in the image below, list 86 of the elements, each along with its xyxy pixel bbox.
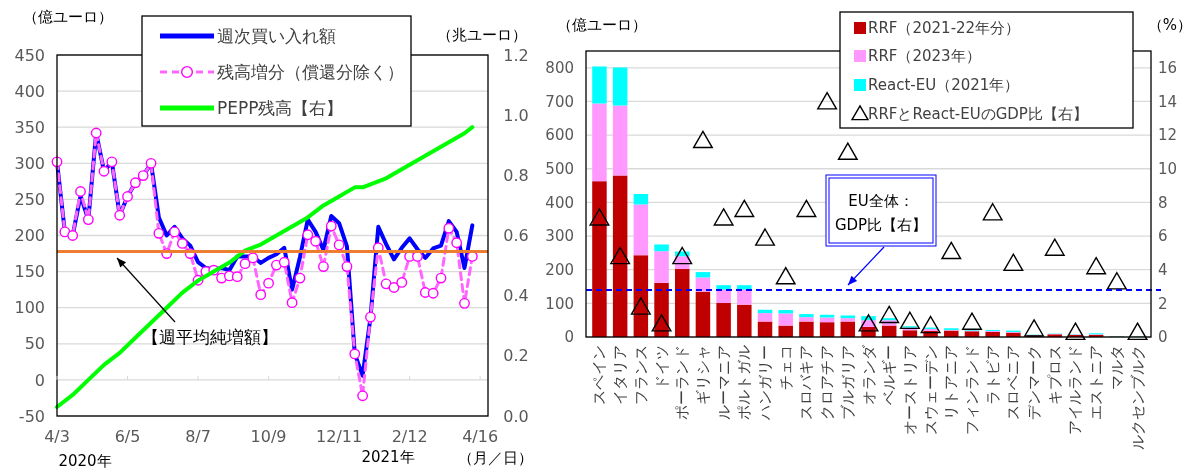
y-tick-label: 500 [545, 160, 574, 179]
x-tick-label: スロベニア [1004, 345, 1023, 420]
y2-tick-label: 4 [1158, 260, 1168, 279]
y2-tick-label: 0.4 [503, 286, 529, 306]
y-tick-label: 200 [14, 226, 45, 246]
y2-tick-label: 14 [1158, 92, 1178, 111]
y-axis-title: （億ユーロ） [557, 16, 647, 34]
text: 2020年 [58, 452, 112, 470]
x-tick-label: ルーマニア [714, 345, 733, 420]
legend-label: React-EU（2021年） [868, 76, 1020, 95]
y2-tick-label: 0.2 [503, 346, 529, 366]
y2-tick-label: 0 [1158, 328, 1168, 347]
y2-tick-label: 6 [1158, 227, 1168, 246]
y-tick-label: 0 [564, 328, 574, 347]
ref-line-label: 【週平均純増額】 [142, 327, 278, 347]
x-tick-label: 4/16 [462, 427, 499, 446]
x-tick-label: 2/12 [391, 427, 428, 446]
y2-tick-label: 16 [1158, 59, 1178, 78]
y2-tick-label: 0.6 [503, 226, 529, 246]
x-tick-label: ブルガリア [838, 345, 857, 420]
legend-label: RRFとReact-EUのGDP比【右】 [868, 105, 1088, 124]
x-tick-label: スウェーデン [921, 345, 940, 435]
x-tick-label: ポルトガル [735, 345, 754, 420]
x-tick-label: ドイツ [652, 345, 671, 390]
x-tick-label: ハンガリー [756, 345, 775, 421]
y-tick-label: 0 [34, 370, 45, 390]
legend-label: RRF（2021-22年分） [868, 19, 1021, 38]
y-tick-label: 800 [545, 59, 574, 78]
legend-label: 週次買い入れ額 [217, 25, 336, 46]
x-tick-label: エストニア [1087, 345, 1106, 420]
y-tick-label: 400 [14, 81, 45, 101]
x-tick-label: マルタ [1107, 345, 1126, 390]
x-tick-label: デンマーク [1025, 345, 1044, 420]
y-tick-label: 350 [14, 117, 45, 137]
y-axis-title: （億ユーロ） [23, 8, 113, 26]
x-tick-label: 4/3 [44, 427, 70, 446]
ref-line-label: EU全体： GDP比【右】 [834, 192, 928, 234]
y2-tick-label: 1.0 [503, 105, 529, 125]
y-tick-label: 100 [545, 294, 574, 313]
y2-tick-label: 8 [1158, 193, 1168, 212]
x-tick-label: イタリア [611, 345, 630, 405]
x-tick-label: 10/9 [250, 427, 287, 446]
x-tick-label: 8/7 [185, 427, 211, 446]
x-tick-label: キプロス [1045, 345, 1064, 405]
y2-axis-title: （兆ユーロ） [437, 26, 527, 44]
x-tick-label: ポーランド [673, 345, 692, 420]
x-tick-label: オランダ [859, 344, 878, 405]
x-tick-label: ギリシャ [693, 345, 712, 405]
y2-axis-title: （%） [1147, 16, 1192, 34]
x-tick-label: オーストリア [900, 345, 919, 435]
y-tick-label: 450 [14, 45, 45, 65]
y-tick-label: 700 [545, 92, 574, 111]
x-tick-label: スペイン [590, 345, 609, 405]
y-tick-label: 400 [545, 193, 574, 212]
y2-tick-label: 10 [1158, 160, 1178, 179]
y-tick-label: 600 [545, 126, 574, 145]
x-tick-label: ラトビア [983, 345, 1002, 405]
x-axis-title: （月／日） [457, 449, 533, 467]
y2-tick-label: 12 [1158, 126, 1178, 145]
x-tick-label: アイルランド [1066, 345, 1085, 435]
y-tick-label: 250 [14, 190, 45, 209]
y-tick-label: 150 [14, 262, 45, 282]
x-tick-label: クロアチア [818, 345, 837, 420]
x-tick-label: スロバキア [797, 345, 816, 420]
legend-label: RRF（2023年） [868, 47, 981, 66]
x-tick-label: チェコ [776, 345, 795, 390]
y-tick-label: 300 [545, 227, 574, 246]
y-tick-label: 200 [545, 260, 574, 279]
y2-tick-label: 0.0 [503, 406, 529, 426]
y2-tick-label: 1.2 [503, 45, 529, 65]
x-tick-label: フランス [631, 345, 650, 405]
y2-tick-label: 0.8 [503, 165, 529, 185]
x-tick-label: ルクセンブルク [1128, 345, 1147, 450]
x-tick-label: 6/5 [114, 427, 141, 446]
y-tick-label: 50 [24, 334, 45, 354]
legend-label: 残高増分（償還分除く） [217, 61, 404, 82]
text: 2021年 [361, 448, 415, 466]
y-tick-label: 100 [14, 298, 45, 318]
x-tick-label: 12/11 [316, 427, 363, 446]
y2-tick-label: 2 [1158, 294, 1168, 313]
x-tick-label: フィンランド [962, 345, 981, 435]
x-tick-label: ベルギー [880, 345, 899, 405]
y-tick-label: -50 [18, 406, 45, 426]
x-tick-label: リトアニア [942, 345, 961, 420]
legend-label: PEPP残高【右】 [217, 97, 344, 118]
y-tick-label: 300 [14, 153, 45, 173]
